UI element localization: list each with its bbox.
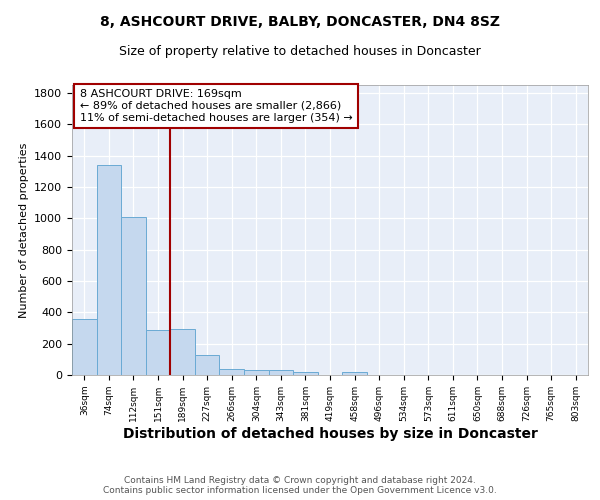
Bar [220,368,244,375]
Text: 8 ASHCOURT DRIVE: 169sqm
← 89% of detached houses are smaller (2,866)
11% of sem: 8 ASHCOURT DRIVE: 169sqm ← 89% of detach… [80,90,352,122]
X-axis label: Distribution of detached houses by size in Doncaster: Distribution of detached houses by size … [122,426,538,440]
Text: 8, ASHCOURT DRIVE, BALBY, DONCASTER, DN4 8SZ: 8, ASHCOURT DRIVE, BALBY, DONCASTER, DN4… [100,15,500,29]
Bar [97,165,121,375]
Text: Contains HM Land Registry data © Crown copyright and database right 2024.
Contai: Contains HM Land Registry data © Crown c… [103,476,497,495]
Bar [170,329,195,375]
Bar [342,372,367,375]
Bar [293,372,318,375]
Text: Size of property relative to detached houses in Doncaster: Size of property relative to detached ho… [119,45,481,58]
Bar [146,330,170,375]
Bar [195,354,220,375]
Bar [244,370,269,375]
Bar [269,370,293,375]
Y-axis label: Number of detached properties: Number of detached properties [19,142,29,318]
Bar [72,320,97,375]
Bar [121,218,146,375]
